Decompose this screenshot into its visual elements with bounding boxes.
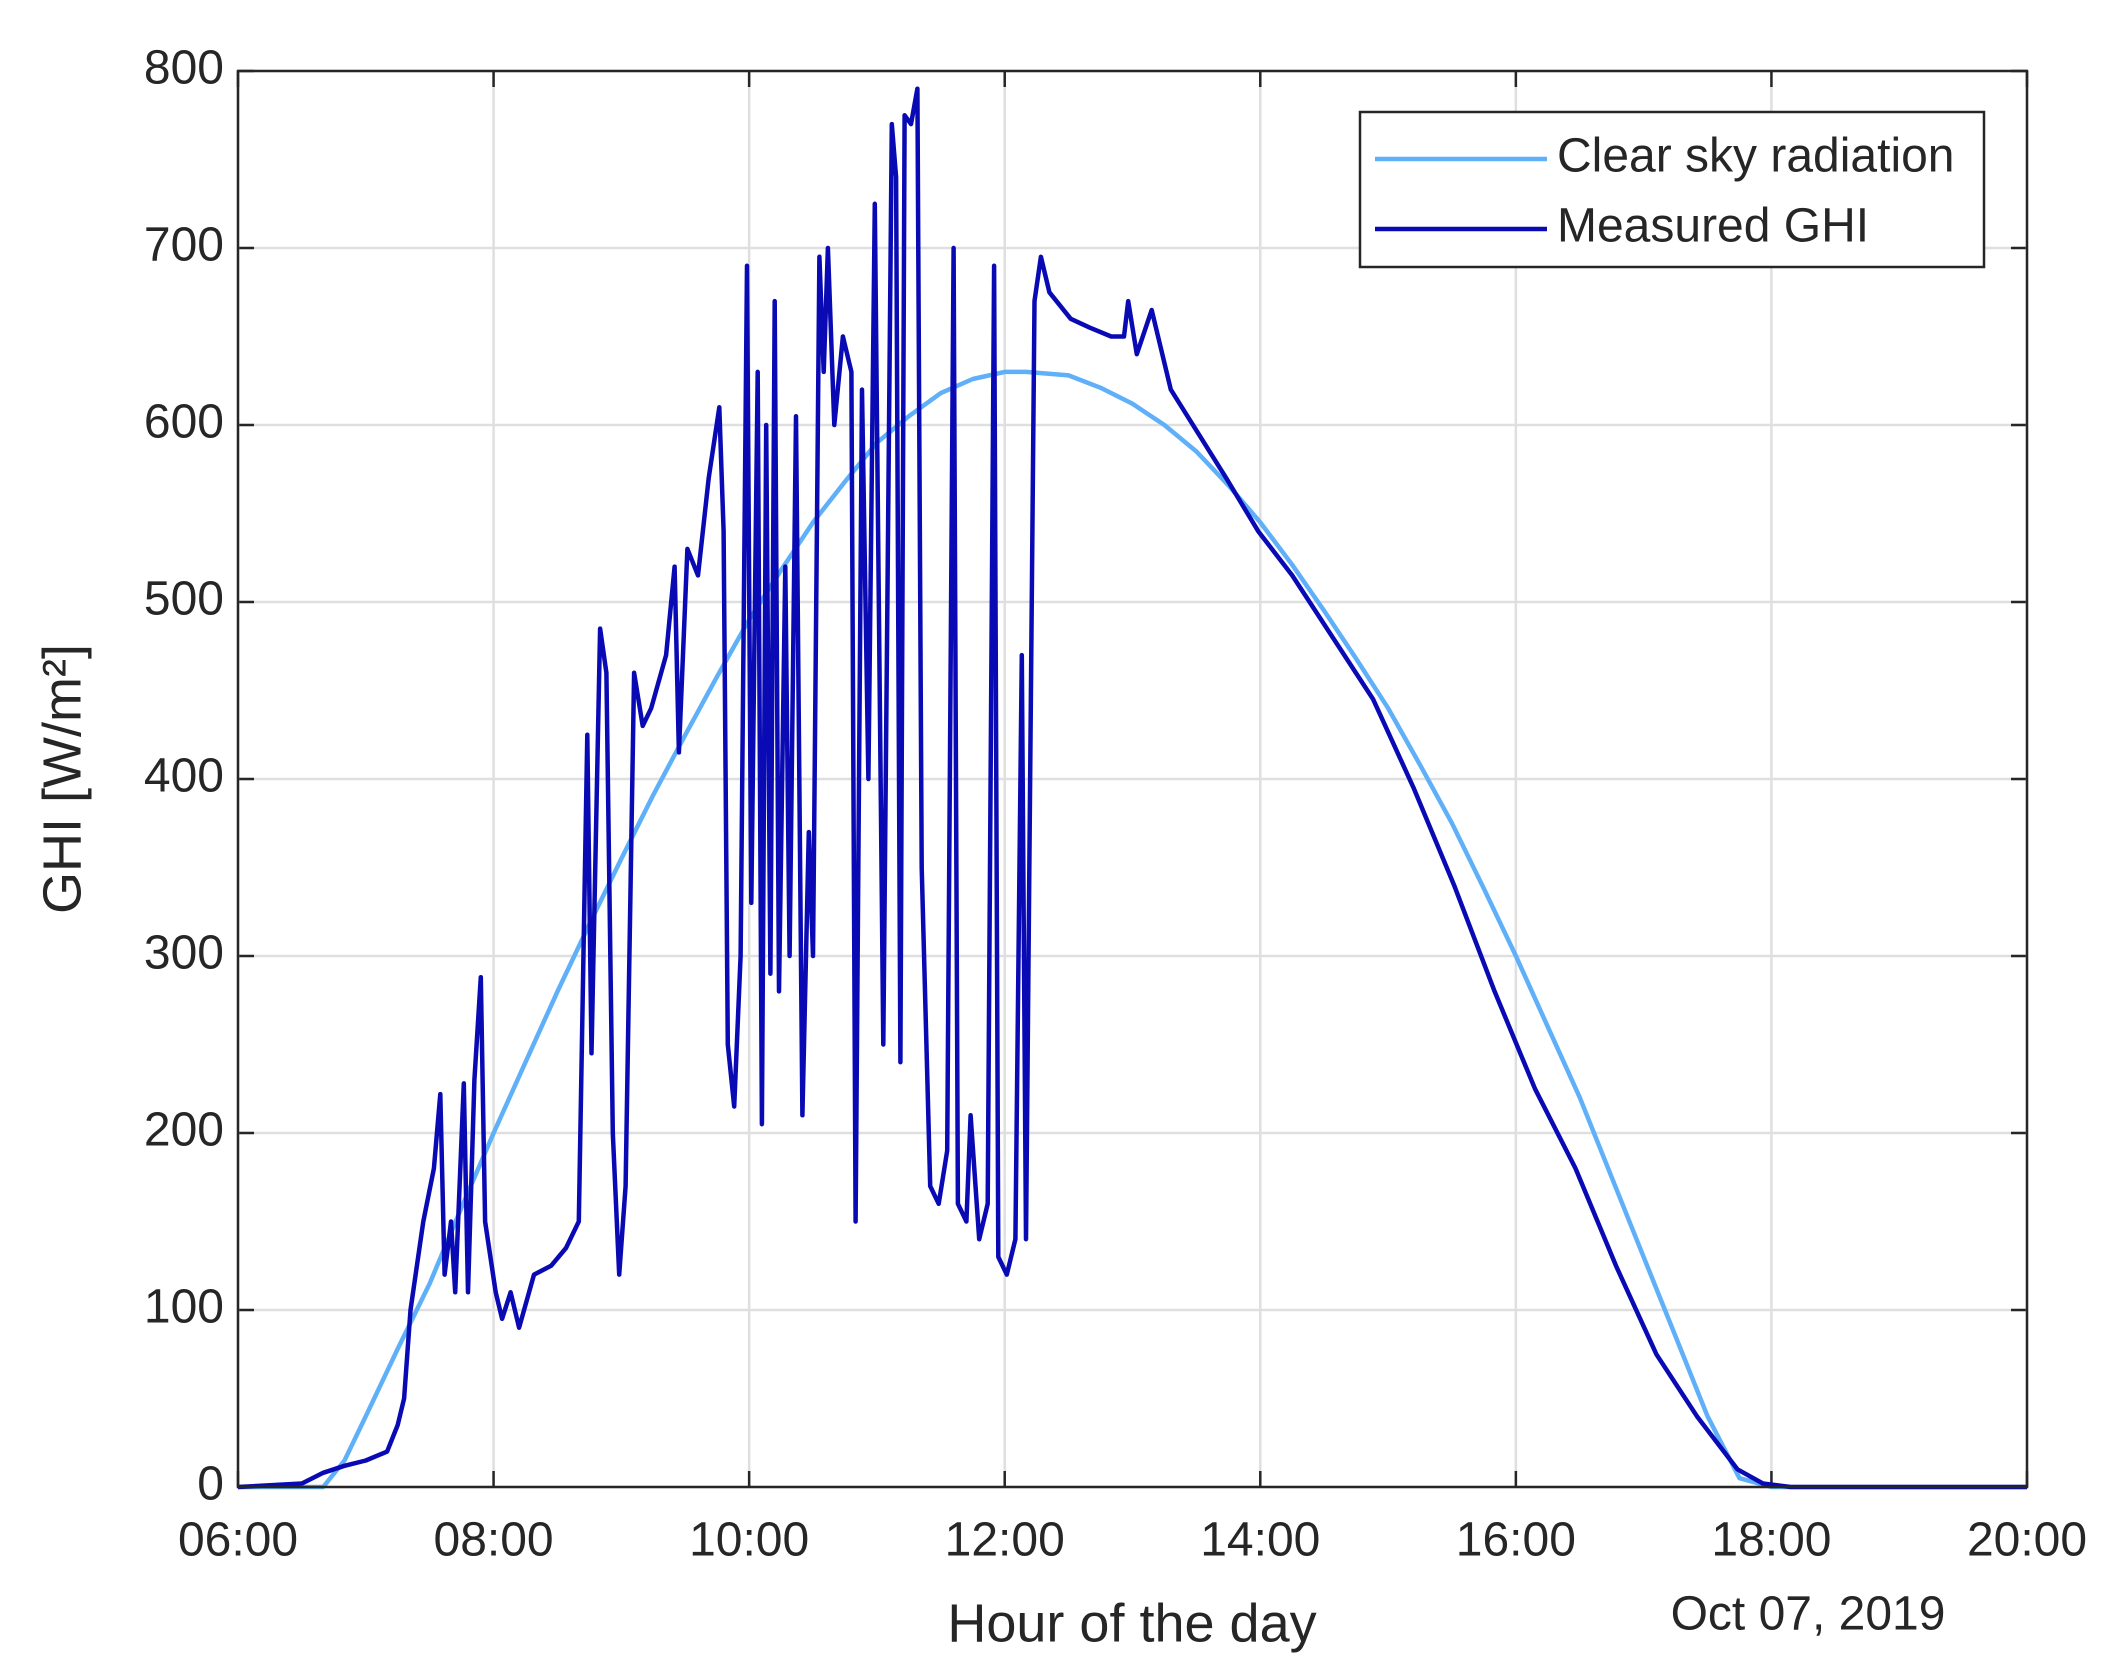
y-tick-label: 800	[144, 42, 224, 95]
legend-label: Clear sky radiation	[1557, 130, 1955, 183]
y-tick-label: 300	[144, 927, 224, 980]
x-tick-label: 06:00	[178, 1514, 298, 1567]
x-tick-label: 18:00	[1711, 1514, 1831, 1567]
y-tick-label: 500	[144, 573, 224, 626]
plot-frame	[236, 69, 2029, 1489]
x-tick-label: 20:00	[1967, 1514, 2087, 1567]
y-tick-label: 200	[144, 1104, 224, 1157]
x-tick-label: 16:00	[1456, 1514, 1576, 1567]
data-line	[237, 86, 2027, 1490]
legend-box	[1358, 110, 1986, 269]
x-tick-label: 12:00	[945, 1514, 1065, 1567]
legend-label: Measured GHI	[1557, 200, 1869, 253]
date-label: Oct 07, 2019	[1671, 1588, 1946, 1641]
legend: Clear sky radiation Measured GHI	[1358, 110, 1986, 269]
y-tick-label: 100	[144, 1281, 224, 1334]
x-tick-label: 10:00	[689, 1514, 809, 1567]
x-tick-label: 08:00	[434, 1514, 554, 1567]
y-tick-label: 600	[144, 396, 224, 449]
y-axis-label: GHI [W/m²]	[32, 644, 92, 914]
x-tick-label: 14:00	[1200, 1514, 1320, 1567]
y-tick-label: 700	[144, 219, 224, 272]
x-axis-label: Hour of the day	[947, 1593, 1316, 1653]
y-tick-label: 400	[144, 750, 224, 803]
y-tick-label: 0	[197, 1458, 224, 1511]
data-line	[238, 369, 2027, 1490]
